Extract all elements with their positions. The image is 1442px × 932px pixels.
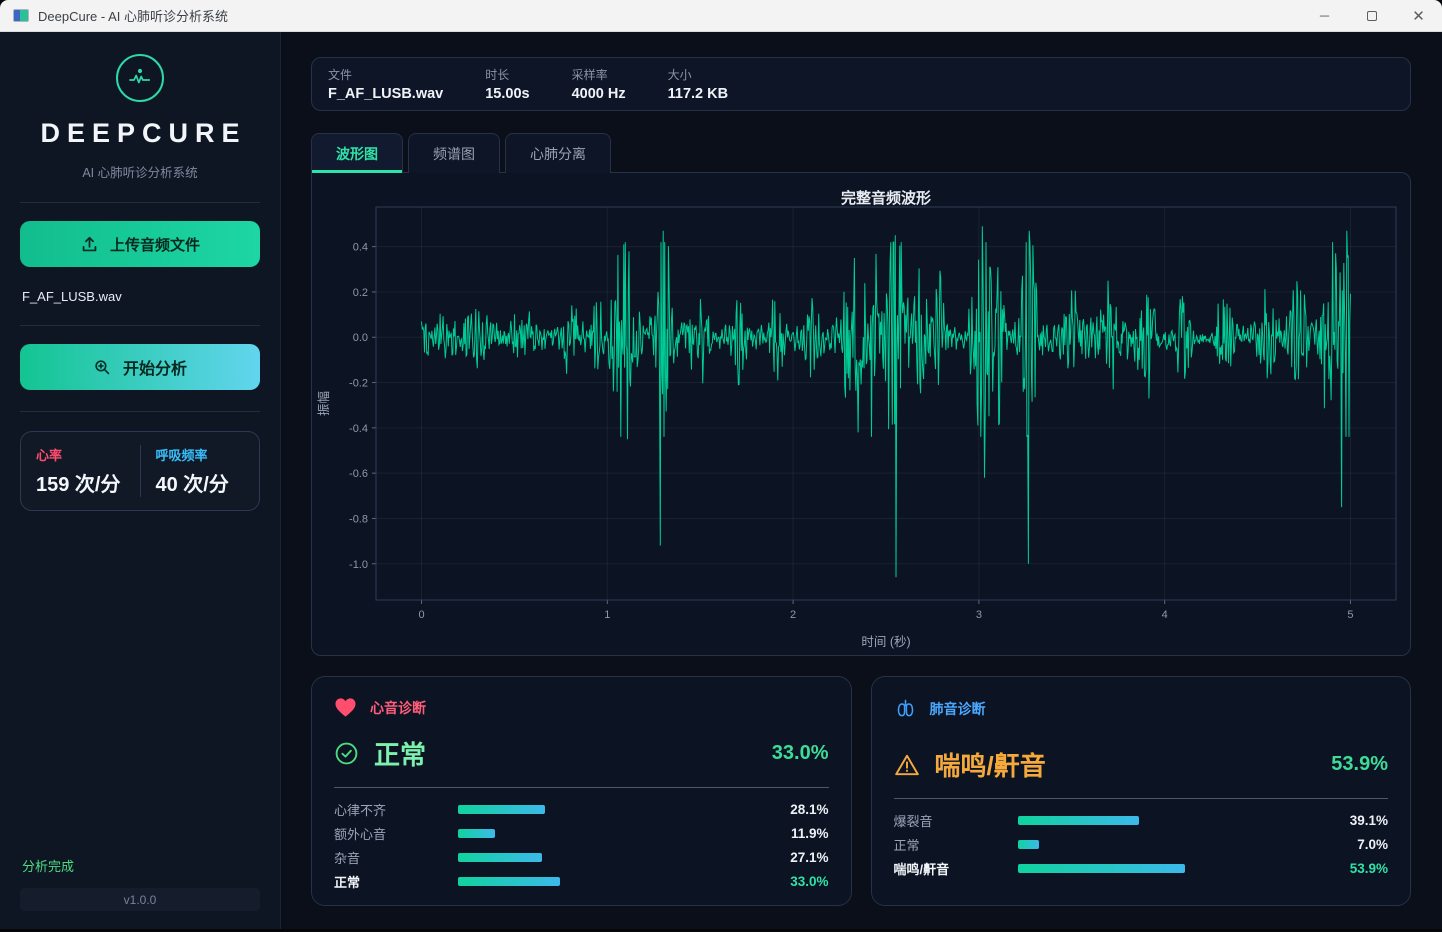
- view-tabs: 波形图 频谱图 心肺分离: [311, 133, 1411, 173]
- waveform-logo-icon: [129, 68, 151, 84]
- resp-rate-value: 40 次/分: [155, 474, 229, 496]
- upload-icon: [82, 236, 97, 251]
- divider: [334, 787, 829, 788]
- heart-confidence: 33.0%: [771, 742, 829, 764]
- lung-card-title: 肺音诊断: [929, 700, 986, 717]
- maximize-icon: [1366, 10, 1377, 21]
- probability-bar: [458, 876, 561, 886]
- selected-filename: F_AF_LUSB.wav: [22, 289, 122, 304]
- divider: [20, 325, 260, 326]
- waveform-plot: 0 1 2 3 4 5 0.4 0.2 0.0 -0.2 -0.4 -0.6 -0.8 -1.0 时间 (秒…: [316, 206, 1397, 649]
- svg-text:3: 3: [976, 609, 982, 621]
- sidebar: DEEPCURE AI 心肺听诊分析系统 上传音频文件 F_AF_LUSB.wa…: [0, 32, 281, 929]
- svg-text:-0.6: -0.6: [349, 468, 368, 480]
- file-info-bar: 文件 F_AF_LUSB.wav 时长 15.00s 采样率 4000 Hz 大…: [311, 57, 1411, 111]
- heart-icon: [335, 698, 356, 717]
- lung-prob-row: 爆裂音 39.1%: [893, 812, 1389, 829]
- app-icon: [13, 9, 29, 22]
- lung-result: 喘鸣/鼾音: [934, 751, 1046, 781]
- file-info-name: 文件 F_AF_LUSB.wav: [328, 68, 444, 102]
- probability-bar: [458, 852, 542, 862]
- chart-title: 完整音频波形: [840, 190, 931, 207]
- probability-bar: [458, 804, 546, 814]
- heart-rate-value: 159 次/分: [36, 474, 121, 496]
- close-button[interactable]: ✕: [1412, 7, 1425, 25]
- svg-text:5: 5: [1347, 609, 1353, 621]
- brand-name: DEEPCURE: [40, 118, 247, 148]
- lung-confidence: 53.9%: [1331, 753, 1388, 775]
- divider: [893, 798, 1388, 799]
- file-info-duration: 时长 15.00s: [485, 68, 530, 102]
- divider: [20, 411, 260, 412]
- heart-card-title: 心音诊断: [370, 699, 426, 716]
- svg-text:时间 (秒): 时间 (秒): [861, 635, 910, 649]
- lung-prob-row: 正常 7.0%: [893, 836, 1389, 853]
- divider: [20, 202, 260, 203]
- svg-text:0.4: 0.4: [353, 242, 368, 254]
- brand-subtitle: AI 心肺听诊分析系统: [82, 166, 198, 180]
- svg-text:-1.0: -1.0: [349, 559, 368, 571]
- tab-waveform[interactable]: 波形图: [311, 133, 403, 173]
- svg-text:1: 1: [604, 609, 610, 621]
- minimize-button[interactable]: ─: [1319, 8, 1330, 23]
- svg-text:0: 0: [418, 609, 424, 621]
- lung-diagnosis-card: 肺音诊断 喘鸣/鼾音 53.9% 爆裂音 39.1%: [870, 676, 1411, 906]
- probability-bar: [1017, 815, 1139, 825]
- resp-rate-stat: 呼吸频率 40 次/分: [139, 445, 260, 497]
- svg-text:4: 4: [1162, 609, 1168, 621]
- file-info-samplerate: 采样率 4000 Hz: [571, 68, 626, 102]
- heart-prob-row: 心律不齐 28.1%: [334, 801, 829, 818]
- waveform-chart-panel: 完整音频波形 0 1 2 3 4 5 0.4 0.2 0.0 -0.2 -0.4 -0.6 -0.8 -1…: [311, 172, 1411, 656]
- svg-text:-0.4: -0.4: [349, 423, 368, 435]
- svg-text:-0.8: -0.8: [349, 513, 368, 525]
- upload-button-label: 上传音频文件: [109, 236, 200, 254]
- tab-spectrogram[interactable]: 频谱图: [408, 133, 500, 173]
- upload-audio-button[interactable]: 上传音频文件: [20, 221, 260, 267]
- heart-prob-row: 额外心音 11.9%: [334, 825, 829, 842]
- svg-text:2: 2: [790, 609, 796, 621]
- heart-prob-row: 杂音 27.1%: [334, 849, 829, 866]
- lungs-icon: [897, 699, 913, 717]
- tab-heart-lung-separation[interactable]: 心肺分离: [505, 133, 611, 173]
- heart-prob-row-top: 正常 33.0%: [334, 873, 829, 890]
- heart-diagnosis-card: 心音诊断 正常 33.0% 心律不齐 28.1%: [311, 676, 852, 906]
- svg-text:0.2: 0.2: [353, 287, 368, 299]
- file-info-size: 大小 117.2 KB: [667, 68, 729, 102]
- heart-rate-stat: 心率 159 次/分: [21, 445, 140, 497]
- app-logo: [116, 54, 164, 102]
- maximize-button[interactable]: [1348, 0, 1395, 31]
- resp-rate-label: 呼吸频率: [155, 448, 208, 463]
- window-title: DeepCure - AI 心肺听诊分析系统: [38, 9, 228, 24]
- analysis-status: 分析完成: [22, 859, 75, 874]
- magnifier-plus-icon: [95, 359, 110, 374]
- probability-bar: [1017, 839, 1040, 849]
- probability-bar: [458, 828, 495, 838]
- svg-text:0.0: 0.0: [353, 332, 368, 344]
- version-label: v1.0.0: [20, 888, 260, 911]
- svg-text:振幅: 振幅: [316, 391, 331, 416]
- probability-bar: [1017, 863, 1185, 873]
- lung-prob-row-top: 喘鸣/鼾音 53.9%: [893, 860, 1389, 877]
- main-content: 文件 F_AF_LUSB.wav 时长 15.00s 采样率 4000 Hz 大…: [281, 32, 1442, 929]
- heart-rate-label: 心率: [36, 448, 63, 463]
- title-bar: DeepCure - AI 心肺听诊分析系统 ─ ✕: [0, 0, 1442, 32]
- warning-icon: [894, 754, 919, 775]
- heart-result: 正常: [374, 740, 427, 770]
- svg-text:-0.2: -0.2: [349, 378, 368, 390]
- analyze-button-label: 开始分析: [122, 361, 187, 378]
- check-circle-icon: [335, 742, 358, 765]
- start-analysis-button[interactable]: 开始分析: [20, 344, 260, 390]
- vital-stats-card: 心率 159 次/分 呼吸频率 40 次/分: [20, 431, 260, 511]
